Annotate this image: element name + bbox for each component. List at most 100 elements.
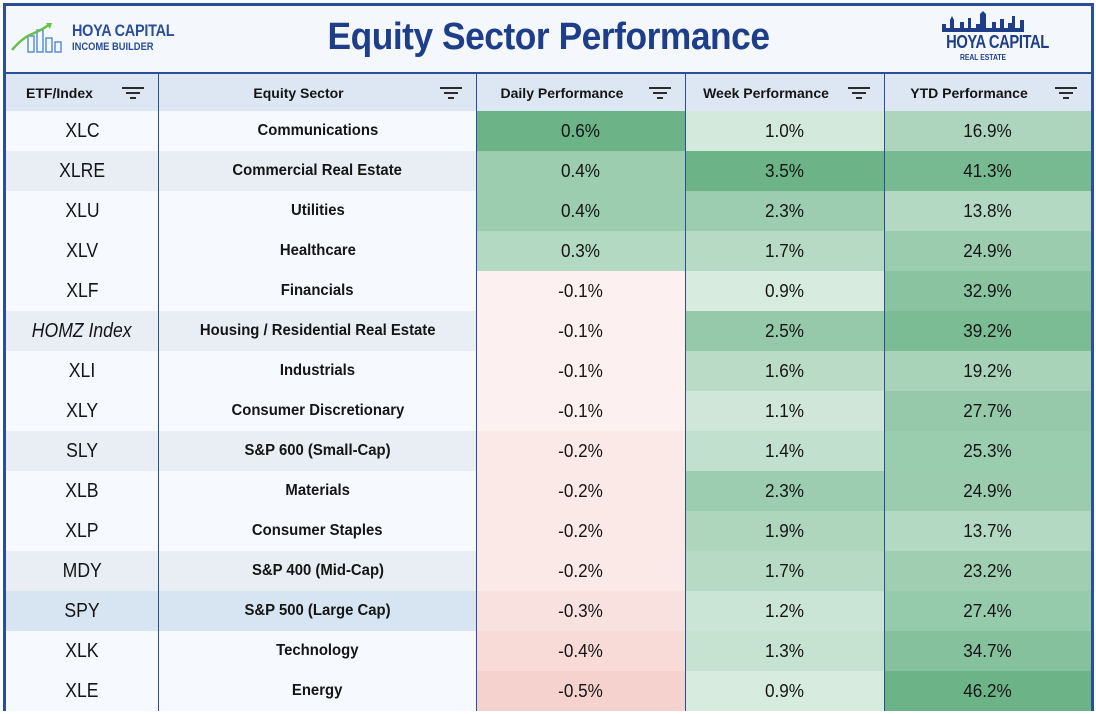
- cell-value: 46.2%: [963, 680, 1013, 701]
- table-cell-etf: MDY: [6, 551, 158, 591]
- table-cell-sector: Materials: [159, 471, 476, 511]
- table-row: SLY S&P 600 (Small-Cap) -0.2% 1.4% 25.3%: [6, 431, 1091, 471]
- column-header-label: Daily Performance: [500, 84, 624, 101]
- cell-value: XLK: [65, 639, 99, 662]
- cell-value: 1.6%: [765, 360, 805, 381]
- page-title: Equity Sector Performance: [327, 16, 770, 58]
- cell-value: 27.4%: [963, 600, 1013, 621]
- column-header-etf: ETF/Index: [6, 74, 158, 111]
- table-cell-ytd: 27.4%: [885, 591, 1091, 631]
- table-cell-daily: -0.2%: [477, 471, 685, 511]
- table-cell-week: 1.7%: [686, 231, 884, 271]
- filter-icon[interactable]: [438, 85, 464, 101]
- table-row: XLK Technology -0.4% 1.3% 34.7%: [6, 631, 1091, 671]
- cell-value: -0.1%: [558, 400, 604, 421]
- table-cell-sector: Communications: [159, 111, 476, 151]
- column-header-week: Week Performance: [686, 74, 884, 111]
- column-header-sector: Equity Sector: [159, 74, 476, 111]
- filter-icon[interactable]: [846, 85, 872, 101]
- cell-value: Materials: [285, 482, 350, 499]
- cell-value: S&P 600 (Small-Cap): [244, 442, 391, 459]
- table-cell-sector: Consumer Discretionary: [159, 391, 476, 431]
- logo-sub-text: INCOME BUILDER: [72, 41, 154, 53]
- filter-icon[interactable]: [647, 85, 673, 101]
- table-cell-week: 1.1%: [686, 391, 884, 431]
- cell-value: XLRE: [59, 159, 105, 182]
- table-cell-ytd: 16.9%: [885, 111, 1091, 151]
- table-cell-ytd: 32.9%: [885, 271, 1091, 311]
- filter-icon[interactable]: [1053, 85, 1079, 101]
- cell-value: XLP: [65, 519, 99, 542]
- table-cell-daily: -0.4%: [477, 631, 685, 671]
- cell-value: 13.8%: [963, 200, 1013, 221]
- cell-value: 24.9%: [963, 240, 1013, 261]
- table-cell-ytd: 27.7%: [885, 391, 1091, 431]
- cell-value: Financials: [281, 282, 354, 299]
- table-cell-sector: S&P 500 (Large Cap): [159, 591, 476, 631]
- hoya-capital-real-estate-logo: HOYA CAPITAL REAL ESTATE: [938, 10, 1049, 68]
- table-cell-daily: 0.4%: [477, 191, 685, 231]
- column-divider: [685, 72, 686, 708]
- table-cell-etf: XLE: [6, 671, 158, 711]
- table-cell-daily: -0.1%: [477, 391, 685, 431]
- table-header-row: ETF/Index Equity Sector Daily Performanc…: [6, 72, 1091, 113]
- table-frame: HOYA CAPITAL INCOME BUILDER Equity Secto…: [3, 3, 1094, 711]
- table-cell-etf: XLC: [6, 111, 158, 151]
- table-row: XLB Materials -0.2% 2.3% 24.9%: [6, 471, 1091, 511]
- table-cell-etf: XLB: [6, 471, 158, 511]
- cell-value: XLV: [66, 239, 98, 262]
- table-cell-week: 0.9%: [686, 271, 884, 311]
- cell-value: 13.7%: [963, 520, 1013, 541]
- table-cell-sector: Utilities: [159, 191, 476, 231]
- table-cell-week: 1.9%: [686, 511, 884, 551]
- table-cell-etf: XLI: [6, 351, 158, 391]
- cell-value: 2.5%: [765, 320, 805, 341]
- cell-value: 27.7%: [963, 400, 1013, 421]
- table-cell-week: 1.4%: [686, 431, 884, 471]
- filter-icon[interactable]: [120, 85, 146, 101]
- cell-value: Communications: [257, 122, 378, 139]
- cell-value: Energy: [292, 682, 343, 699]
- table-cell-etf: XLF: [6, 271, 158, 311]
- cell-value: 1.7%: [765, 240, 805, 261]
- cell-value: 1.0%: [765, 120, 805, 141]
- cell-value: 0.3%: [561, 240, 601, 261]
- cell-value: Consumer Staples: [252, 522, 383, 539]
- table-cell-week: 1.6%: [686, 351, 884, 391]
- column-divider: [884, 72, 885, 708]
- cell-value: 19.2%: [963, 360, 1013, 381]
- table-cell-week: 3.5%: [686, 151, 884, 191]
- cell-value: Technology: [276, 642, 359, 659]
- table-row: XLRE Commercial Real Estate 0.4% 3.5% 41.3%: [6, 151, 1091, 191]
- cell-value: 0.9%: [765, 280, 805, 301]
- table-cell-etf: XLRE: [6, 151, 158, 191]
- cell-value: SLY: [66, 439, 98, 462]
- table-cell-sector: S&P 400 (Mid-Cap): [159, 551, 476, 591]
- table-cell-ytd: 24.9%: [885, 471, 1091, 511]
- cell-value: 0.6%: [561, 120, 601, 141]
- table-row: XLY Consumer Discretionary -0.1% 1.1% 27.7%: [6, 391, 1091, 431]
- table-cell-daily: -0.5%: [477, 671, 685, 711]
- cell-value: XLU: [64, 199, 100, 222]
- cell-value: 2.3%: [765, 480, 805, 501]
- column-header-label: YTD Performance: [910, 84, 1028, 101]
- cell-value: 2.3%: [765, 200, 805, 221]
- table-row: XLI Industrials -0.1% 1.6% 19.2%: [6, 351, 1091, 391]
- cell-value: 34.7%: [963, 640, 1013, 661]
- table-cell-etf: XLV: [6, 231, 158, 271]
- cell-value: 32.9%: [963, 280, 1013, 301]
- table-cell-ytd: 39.2%: [885, 311, 1091, 351]
- cell-value: -0.5%: [558, 680, 604, 701]
- chart-bars-icon: [11, 22, 62, 53]
- cell-value: 1.2%: [765, 600, 805, 621]
- cell-value: 23.2%: [963, 560, 1013, 581]
- table-cell-week: 2.3%: [686, 191, 884, 231]
- column-header-daily: Daily Performance: [477, 74, 685, 111]
- table-cell-etf: SLY: [6, 431, 158, 471]
- cell-value: -0.2%: [558, 520, 604, 541]
- cell-value: 1.3%: [765, 640, 805, 661]
- table-cell-ytd: 23.2%: [885, 551, 1091, 591]
- table-cell-daily: -0.2%: [477, 431, 685, 471]
- cell-value: 39.2%: [963, 320, 1013, 341]
- table-row: XLU Utilities 0.4% 2.3% 13.8%: [6, 191, 1091, 231]
